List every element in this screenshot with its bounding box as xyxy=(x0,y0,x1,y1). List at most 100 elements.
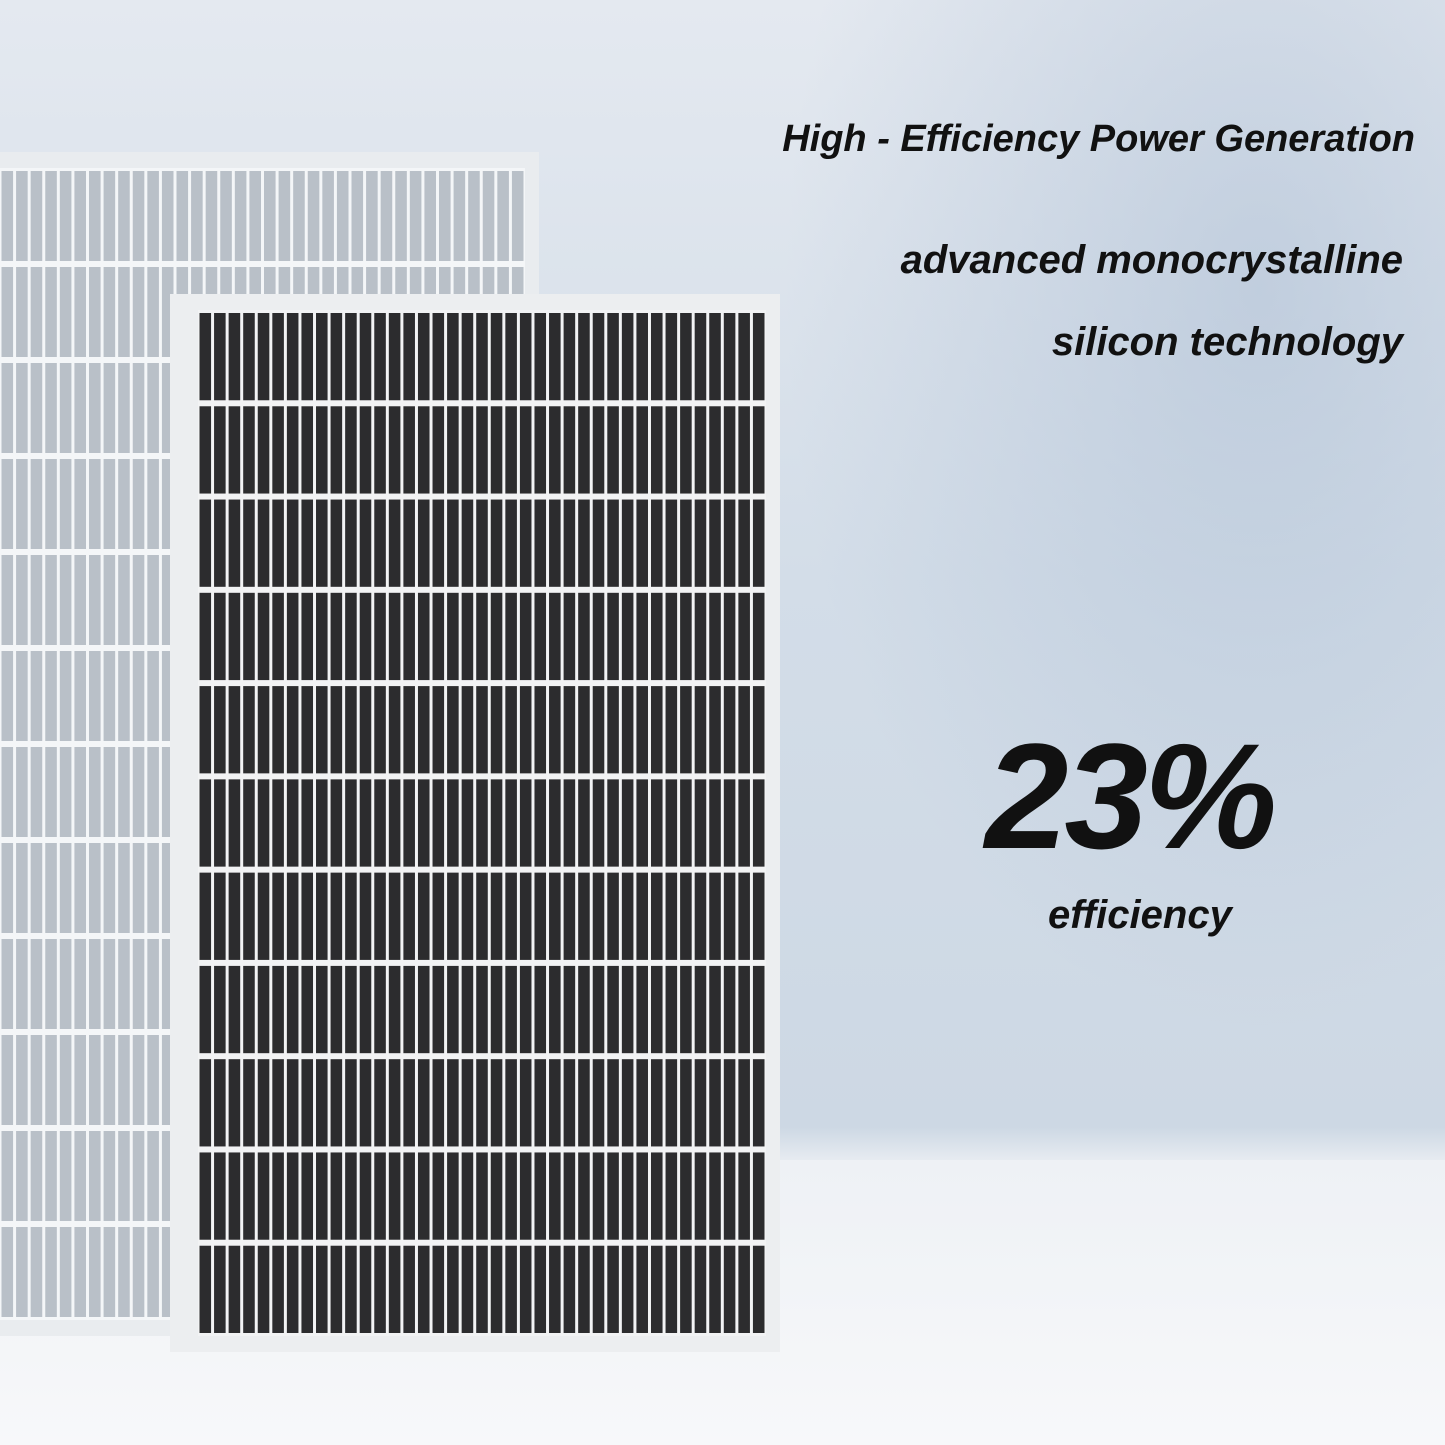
solar-cell xyxy=(74,171,86,261)
solar-cell xyxy=(16,939,28,1029)
solar-cell xyxy=(118,1035,130,1125)
solar-cell xyxy=(316,686,328,774)
solar-cell xyxy=(351,171,364,261)
solar-cell xyxy=(103,555,116,645)
solar-cell xyxy=(30,843,43,933)
solar-cell xyxy=(549,686,561,774)
solar-cell xyxy=(709,779,721,867)
solar-cell xyxy=(330,313,343,401)
solar-cell xyxy=(403,1059,415,1147)
solar-cell xyxy=(549,779,561,867)
solar-cell xyxy=(403,1245,415,1333)
solar-cell xyxy=(694,1059,707,1147)
solar-cell xyxy=(147,459,159,549)
solar-cell xyxy=(534,686,547,774)
solar-cell xyxy=(345,406,357,494)
solar-cell xyxy=(439,171,451,261)
solar-cell xyxy=(89,555,101,645)
solar-cell xyxy=(243,499,255,587)
solar-cell xyxy=(563,499,576,587)
solar-cell xyxy=(199,872,212,960)
solar-cell xyxy=(447,872,459,960)
solar-cell xyxy=(665,686,678,774)
solar-cell xyxy=(147,171,159,261)
solar-cell xyxy=(59,267,72,357)
solar-cell xyxy=(316,1152,328,1240)
solar-cell xyxy=(417,406,430,494)
solar-cell xyxy=(680,779,692,867)
solar-cell xyxy=(723,592,736,681)
solar-cell xyxy=(680,965,692,1054)
solar-cell xyxy=(45,555,57,645)
solar-cell xyxy=(30,267,43,357)
solar-cell xyxy=(89,747,101,837)
solar-cell xyxy=(636,1245,648,1333)
solar-cell xyxy=(118,939,130,1029)
solar-cell xyxy=(650,1059,663,1147)
solar-cell xyxy=(228,1245,241,1333)
solar-cell xyxy=(621,1152,634,1240)
solar-cell xyxy=(403,499,415,587)
solar-cell xyxy=(16,1035,28,1125)
solar-cell xyxy=(59,1227,72,1317)
solar-cell xyxy=(723,872,736,960)
solar-cell xyxy=(511,171,524,261)
solar-cell xyxy=(621,406,634,494)
solar-cell xyxy=(752,313,765,401)
solar-cell xyxy=(723,313,736,401)
solar-cell xyxy=(118,459,130,549)
solar-cell xyxy=(249,171,261,261)
solar-cell xyxy=(403,872,415,960)
solar-cell xyxy=(214,1059,226,1147)
solar-cell xyxy=(1,1227,14,1317)
solar-cell xyxy=(74,555,86,645)
solar-cell xyxy=(432,592,445,681)
efficiency-value: 23% xyxy=(985,712,1277,880)
solar-cell xyxy=(563,1152,576,1240)
solar-cell xyxy=(476,872,488,960)
solar-cell xyxy=(89,939,101,1029)
solar-cell xyxy=(409,171,422,261)
solar-cell xyxy=(374,872,386,960)
solar-cell xyxy=(278,171,291,261)
solar-cell xyxy=(74,363,86,453)
solar-cell xyxy=(228,1152,241,1240)
solar-cell xyxy=(578,406,590,494)
solar-cell xyxy=(272,779,284,867)
solar-cell xyxy=(257,872,270,960)
solar-cell xyxy=(650,499,663,587)
solar-cell xyxy=(490,1245,503,1333)
solar-cell xyxy=(272,406,284,494)
solar-cell xyxy=(176,171,189,261)
solar-cell xyxy=(103,651,116,741)
solar-cell xyxy=(505,406,517,494)
solar-cell xyxy=(476,686,488,774)
solar-cell xyxy=(505,313,517,401)
solar-cell xyxy=(286,313,299,401)
solar-cell xyxy=(161,459,174,549)
solar-cell xyxy=(199,1152,212,1240)
solar-cell xyxy=(132,939,145,1029)
solar-cell xyxy=(490,592,503,681)
subtitle-line-2: silicon technology xyxy=(1051,320,1403,364)
solar-cell xyxy=(461,592,474,681)
solar-cell xyxy=(607,686,619,774)
solar-cell xyxy=(199,779,212,867)
solar-cell xyxy=(214,1245,226,1333)
solar-cell xyxy=(709,686,721,774)
solar-cell xyxy=(345,592,357,681)
solar-cell xyxy=(709,872,721,960)
solar-cell xyxy=(132,1131,145,1221)
solar-cell xyxy=(490,313,503,401)
solar-cell xyxy=(621,965,634,1054)
solar-cell xyxy=(665,1059,678,1147)
solar-cell xyxy=(330,965,343,1054)
solar-cell xyxy=(330,872,343,960)
solar-cell xyxy=(118,267,130,357)
solar-cell xyxy=(228,313,241,401)
solar-cell xyxy=(1,1035,14,1125)
solar-cell xyxy=(534,1152,547,1240)
solar-cell xyxy=(359,406,372,494)
solar-cell xyxy=(592,406,605,494)
solar-cell xyxy=(490,779,503,867)
